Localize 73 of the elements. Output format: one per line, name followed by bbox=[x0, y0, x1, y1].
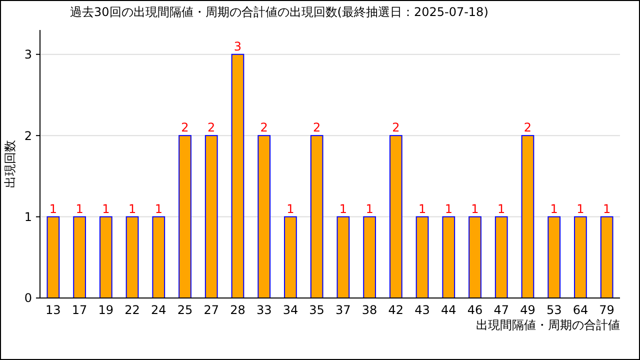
x-tick-label: 49 bbox=[520, 303, 536, 317]
x-tick-label: 27 bbox=[204, 303, 220, 317]
y-tick-label: 3 bbox=[24, 48, 32, 62]
y-tick-label: 0 bbox=[24, 291, 32, 306]
data-label: 1 bbox=[471, 202, 479, 216]
data-label: 2 bbox=[181, 120, 189, 135]
data-label: 1 bbox=[102, 202, 110, 216]
x-tick-label: 37 bbox=[336, 303, 351, 317]
bar bbox=[336, 216, 350, 298]
bar bbox=[494, 216, 508, 298]
bar bbox=[468, 216, 482, 298]
data-label: 1 bbox=[49, 202, 57, 216]
data-label: 1 bbox=[366, 202, 374, 216]
bar bbox=[310, 135, 324, 298]
x-tick-label: 28 bbox=[230, 303, 246, 317]
x-tick-label: 64 bbox=[572, 303, 588, 317]
bar bbox=[521, 135, 534, 298]
data-label: 1 bbox=[128, 202, 136, 216]
data-label: 1 bbox=[603, 202, 611, 216]
bar bbox=[178, 135, 192, 298]
x-tick-label: 44 bbox=[440, 303, 456, 317]
data-label: 1 bbox=[76, 202, 84, 216]
bar bbox=[442, 216, 456, 298]
bar bbox=[73, 216, 86, 298]
data-label: 2 bbox=[313, 120, 321, 135]
chart-title: 過去30回の出現間隔値・周期の合計値の出現回数(最終抽選日：2025-07-18) bbox=[70, 5, 488, 19]
data-label: 1 bbox=[418, 202, 426, 216]
bar bbox=[363, 216, 376, 298]
data-label: 1 bbox=[444, 202, 452, 216]
bar bbox=[231, 54, 244, 298]
x-tick-label: 42 bbox=[388, 303, 404, 317]
x-tick-label: 19 bbox=[98, 303, 114, 317]
bar bbox=[258, 135, 271, 298]
y-tick-label: 1 bbox=[24, 210, 32, 224]
bar bbox=[574, 216, 587, 298]
data-label: 2 bbox=[208, 120, 216, 135]
bar bbox=[204, 135, 218, 298]
x-tick-label: 47 bbox=[494, 303, 510, 317]
bar bbox=[284, 216, 297, 298]
bar bbox=[416, 216, 429, 298]
y-axis-title: 出現回数 bbox=[3, 140, 17, 188]
bar bbox=[126, 216, 139, 298]
bar bbox=[389, 135, 402, 298]
x-tick-label: 35 bbox=[309, 303, 324, 317]
x-tick-label: 34 bbox=[282, 303, 298, 317]
x-tick-label: 13 bbox=[46, 303, 61, 317]
x-tick-label: 38 bbox=[362, 303, 378, 317]
x-tick-label: 33 bbox=[256, 303, 272, 317]
data-label: 2 bbox=[260, 120, 268, 135]
data-label: 2 bbox=[392, 120, 400, 135]
data-label: 1 bbox=[286, 202, 294, 216]
data-label: 1 bbox=[498, 202, 506, 216]
x-tick-label: 24 bbox=[150, 303, 166, 317]
x-axis-title: 出現間隔値・周期の合計値 bbox=[476, 318, 620, 332]
x-tick-label: 22 bbox=[124, 303, 140, 317]
y-tick-label: 2 bbox=[24, 128, 32, 143]
x-tick-label: 43 bbox=[414, 303, 430, 317]
x-tick-label: 25 bbox=[177, 303, 193, 317]
bar bbox=[600, 216, 614, 298]
bar bbox=[46, 216, 60, 298]
bar bbox=[152, 216, 166, 298]
bar bbox=[99, 216, 112, 298]
bar bbox=[548, 216, 561, 298]
x-tick-label: 79 bbox=[599, 303, 614, 317]
data-label: 1 bbox=[576, 202, 584, 216]
x-tick-label: 53 bbox=[546, 303, 562, 317]
x-tick-label: 17 bbox=[72, 303, 88, 317]
x-tick-label: 46 bbox=[467, 303, 483, 317]
data-label: 1 bbox=[339, 202, 347, 216]
data-label: 2 bbox=[524, 120, 532, 135]
data-label: 1 bbox=[154, 202, 162, 216]
data-label: 3 bbox=[234, 39, 242, 54]
data-label: 1 bbox=[550, 202, 558, 216]
